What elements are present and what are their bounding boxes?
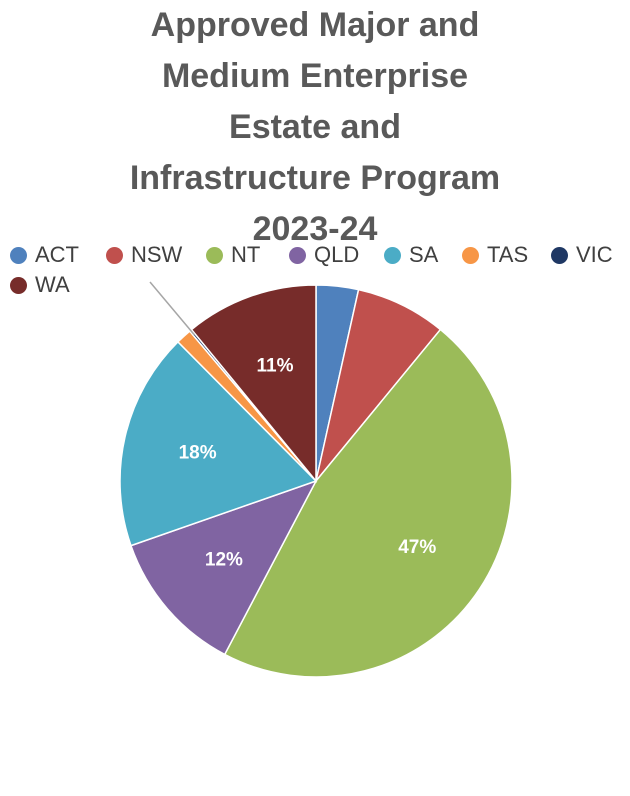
chart-title-line: Medium Enterprise [161,57,469,95]
leader-line [149,281,195,336]
pie-slice-nt [223,328,513,678]
data-label-nt: 47% [398,537,436,558]
chart-title-line: Estate and [229,108,401,146]
pie-slice-wa [190,284,317,484]
pie-slice-sa [119,340,318,547]
data-label-sa: 18% [179,443,217,464]
data-label-wa: 11% [257,356,294,377]
chart-title-line: 2023-24 [252,210,378,248]
data-label-qld: 12% [205,549,243,570]
chart-title-line: Infrastructure Program [129,159,501,197]
chart-title-line: Approved Major and [150,6,480,44]
pie-slice-qld [130,479,318,656]
chart-title: Approved Major and Medium Enterprise Est… [0,0,630,255]
